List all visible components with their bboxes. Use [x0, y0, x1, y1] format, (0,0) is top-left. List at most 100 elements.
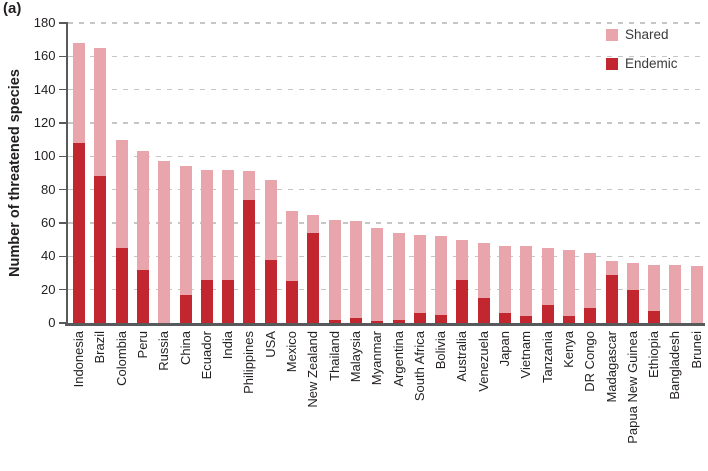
x-tick-label: Japan — [497, 331, 512, 367]
bar-segment-endemic — [136, 269, 149, 323]
bar-segment-shared — [413, 234, 426, 313]
bar-segment-endemic — [626, 289, 639, 323]
bar-segment-endemic — [243, 199, 256, 323]
x-tick-label: New Zealand — [305, 331, 321, 408]
y-tick-label: 180 — [33, 15, 56, 30]
x-tick-label: Peru — [134, 331, 150, 359]
x-tick-label: Ecuador — [198, 331, 214, 380]
bar-segment-endemic — [477, 298, 490, 323]
bar-segment-endemic — [222, 279, 235, 323]
x-tick-label: Vietnam — [518, 331, 534, 379]
x-tick-label: Myanmar — [369, 331, 385, 386]
bar-segment-shared — [499, 246, 511, 313]
bar-segment-shared — [584, 253, 597, 308]
y-axis-tick — [59, 22, 66, 24]
bar-segment-endemic — [435, 314, 448, 323]
x-tick-label: Kenya — [560, 331, 576, 368]
bar-segment-shared — [200, 169, 213, 280]
y-tick-label: 160 — [33, 48, 56, 64]
gridline — [67, 155, 705, 158]
bar-segment-endemic — [307, 233, 320, 323]
bar-segment-shared — [690, 266, 703, 323]
bar-segment-shared — [605, 261, 618, 275]
x-axis-line — [64, 323, 705, 326]
y-axis-tick — [59, 122, 66, 124]
bar-segment-endemic — [648, 311, 661, 323]
bar-segment-shared — [94, 48, 107, 177]
y-tick-label: 60 — [41, 215, 56, 230]
y-axis-tick — [59, 222, 66, 224]
x-tick-label: Australia — [454, 331, 470, 382]
bar-segment-endemic — [392, 319, 405, 323]
bar-segment-shared — [158, 161, 171, 323]
y-tick-label: 0 — [48, 315, 56, 330]
bar-segment-shared — [477, 243, 490, 298]
legend-label-endemic: Endemic — [625, 56, 678, 71]
bar-segment-shared — [520, 246, 533, 317]
y-axis-tick — [59, 288, 66, 291]
bar-segment-shared — [179, 166, 192, 295]
bar-segment-shared — [328, 219, 341, 320]
bar-segment-endemic — [605, 274, 618, 323]
x-tick-label: South Africa — [411, 331, 427, 402]
x-tick-label: Colombia — [113, 331, 129, 386]
x-tick-label: Bolivia — [433, 331, 449, 370]
gridline — [67, 122, 705, 124]
gridline — [67, 188, 705, 191]
x-tick-label: China — [177, 331, 193, 365]
gridline — [67, 255, 705, 258]
bar-segment-shared — [435, 236, 448, 315]
y-tick-label: 100 — [33, 148, 56, 164]
bar-segment-endemic — [562, 316, 575, 323]
gridline — [67, 55, 705, 58]
y-axis-tick — [59, 255, 66, 258]
x-tick-label: Madagascar — [603, 331, 619, 403]
x-tick-label: Brazil — [92, 331, 108, 364]
y-axis-line — [65, 22, 68, 323]
y-tick-label: 40 — [41, 248, 56, 264]
bar-segment-endemic — [456, 279, 469, 323]
bar-segment-endemic — [541, 304, 554, 323]
bar-segment-shared — [222, 169, 235, 280]
legend-swatch-endemic — [606, 57, 618, 70]
bar-segment-endemic — [73, 143, 85, 323]
bar-segment-endemic — [328, 319, 341, 323]
x-tick-label: Indonesia — [71, 331, 86, 388]
panel-label: (a) — [3, 0, 22, 17]
bar-segment-endemic — [94, 176, 107, 323]
bar-segment-endemic — [286, 281, 298, 323]
legend-item-shared: Shared — [606, 27, 678, 42]
x-tick-label: Malaysia — [347, 331, 363, 383]
x-tick-label: Ethiopia — [646, 331, 662, 378]
bar-segment-shared — [349, 221, 362, 318]
gridline — [67, 88, 705, 91]
bar-segment-shared — [115, 139, 128, 248]
gridline — [67, 22, 705, 24]
bar-segment-endemic — [349, 318, 362, 323]
bar-segment-shared — [541, 248, 554, 305]
legend-swatch-shared — [606, 28, 618, 41]
y-axis-tick — [59, 88, 66, 91]
y-tick-label: 20 — [41, 281, 56, 297]
legend-label-shared: Shared — [625, 27, 669, 42]
x-tick-label: Papua New Guinea — [624, 331, 640, 444]
y-axis-tick — [59, 188, 66, 191]
bar-segment-endemic — [115, 248, 128, 323]
x-tick-label: Venezuela — [475, 331, 491, 392]
bar-segment-endemic — [499, 313, 511, 323]
bar-segment-shared — [307, 214, 320, 233]
legend: Shared Endemic — [606, 27, 678, 85]
x-tick-label: Brunei — [688, 331, 704, 369]
x-tick-label: DR Congo — [582, 331, 598, 392]
x-tick-label: Philippines — [241, 331, 257, 394]
y-axis-tick — [59, 155, 66, 158]
bar-segment-shared — [562, 249, 575, 317]
legend-item-endemic: Endemic — [606, 56, 678, 71]
gridline — [67, 288, 705, 291]
x-tick-label: Thailand — [326, 331, 342, 381]
bar-segment-endemic — [179, 294, 192, 323]
x-tick-label: USA — [262, 331, 278, 358]
bar-segment-shared — [264, 179, 277, 260]
bar-segment-endemic — [371, 321, 384, 323]
